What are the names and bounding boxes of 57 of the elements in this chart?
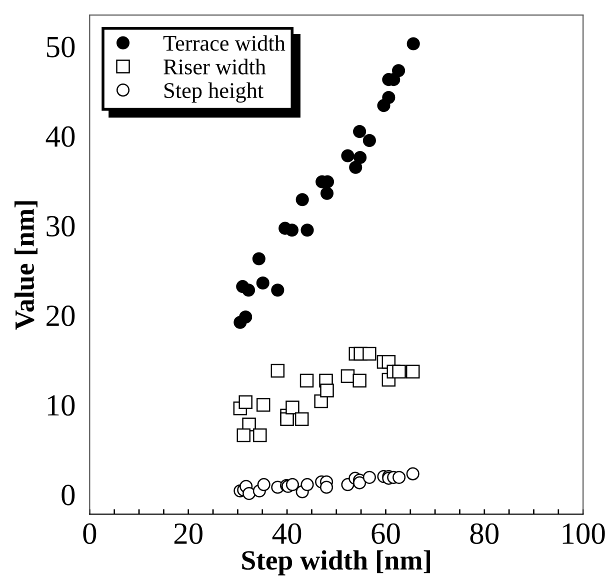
point (256, 276, 270, 290)
point (392, 470, 406, 484)
point (253, 428, 267, 442)
point (362, 470, 376, 484)
y-tick-label: 20 (46, 306, 75, 326)
point (353, 125, 366, 138)
point (256, 398, 270, 412)
legend-label: Step height (164, 82, 264, 103)
x-tick-label: 20 (174, 523, 202, 544)
point (285, 224, 298, 237)
point (392, 364, 406, 379)
point (300, 478, 314, 492)
point (349, 160, 362, 174)
point (239, 310, 252, 324)
point (320, 384, 334, 398)
x-axis-title: Step width [nm] (242, 550, 430, 576)
legend-label: Terrace width (163, 35, 286, 51)
y-tick-label: 10 (48, 395, 75, 416)
point (392, 64, 406, 78)
x-tick-label: 0 (83, 523, 96, 544)
y-tick-label: 0 (62, 484, 75, 506)
point (320, 480, 334, 494)
x-tick-label: 100 (562, 523, 605, 544)
point (353, 476, 366, 490)
point (382, 90, 396, 104)
point (300, 224, 314, 237)
point (406, 364, 420, 379)
point (252, 252, 266, 266)
point (286, 400, 300, 414)
point (271, 284, 284, 297)
x-tick-label: 60 (372, 523, 400, 544)
point (296, 193, 309, 206)
point (242, 284, 256, 297)
point (406, 37, 420, 50)
point (406, 467, 420, 480)
legend-label: Riser width (164, 58, 266, 74)
point (320, 186, 334, 200)
point (236, 428, 250, 442)
point (362, 346, 376, 361)
x-tick-label: 80 (470, 523, 499, 544)
point (354, 150, 367, 164)
y-tick-label: 40 (46, 126, 75, 147)
point (270, 364, 285, 378)
point (300, 374, 314, 388)
point (352, 374, 366, 388)
y-tick-label: 50 (47, 36, 75, 58)
point (238, 395, 252, 410)
point (362, 134, 376, 148)
point (286, 478, 299, 492)
y-axis-title: Value [nm] (14, 201, 38, 330)
point (341, 149, 354, 162)
point (280, 412, 294, 426)
point (294, 412, 309, 426)
x-tick-label: 40 (272, 523, 302, 544)
point (257, 478, 270, 492)
point (242, 487, 256, 500)
y-tick-label: 30 (46, 216, 75, 237)
